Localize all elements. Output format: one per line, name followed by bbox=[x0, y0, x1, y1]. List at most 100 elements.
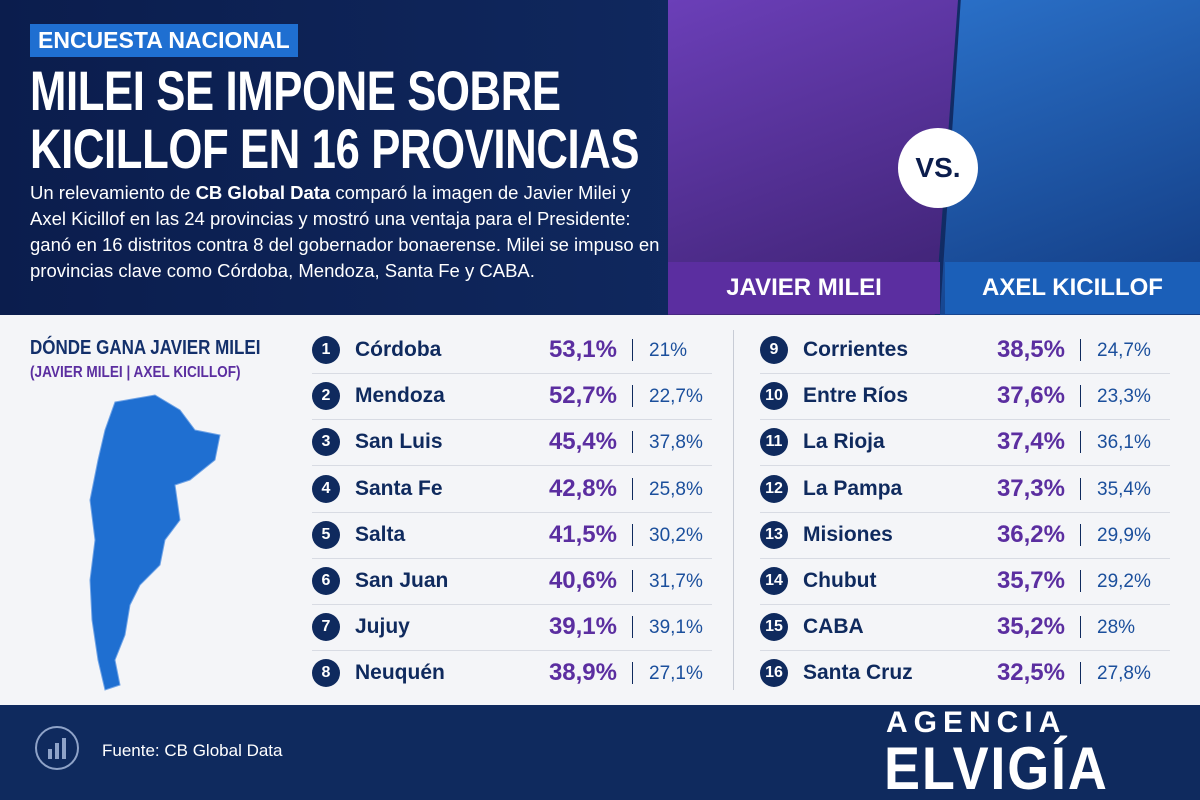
logo-bottom: ELVIGÍA bbox=[884, 735, 1109, 800]
value-divider bbox=[632, 385, 633, 408]
row-separator bbox=[312, 604, 712, 605]
province: Neuquén bbox=[355, 661, 445, 685]
rank: 8 bbox=[312, 659, 340, 688]
value-divider bbox=[1080, 662, 1081, 685]
value-divider bbox=[632, 431, 633, 454]
value-divider bbox=[632, 339, 633, 361]
row-separator bbox=[760, 557, 1170, 559]
milei-value: 41,5% bbox=[548, 520, 617, 548]
argentina-shape bbox=[89, 394, 221, 691]
kicillof-value: 35,4% bbox=[1097, 478, 1151, 500]
rank: 10 bbox=[760, 382, 788, 411]
province: La Rioja bbox=[803, 430, 885, 454]
milei-value: 36,2% bbox=[996, 520, 1065, 548]
province: Salta bbox=[355, 522, 406, 546]
rank: 4 bbox=[312, 474, 340, 503]
versus: VS. bbox=[898, 128, 978, 208]
row-separator bbox=[312, 373, 712, 374]
milei-value: 35,7% bbox=[996, 567, 1065, 594]
value-divider bbox=[1080, 616, 1081, 639]
map-subheading: (JAVIER MILEI | AXEL KICILLOF) bbox=[30, 364, 241, 381]
milei-value: 37,6% bbox=[996, 382, 1065, 410]
intro-text: Un relevamiento de bbox=[30, 182, 196, 203]
province: Santa Fe bbox=[355, 476, 443, 500]
value-divider bbox=[632, 523, 633, 546]
province: CABA bbox=[803, 615, 864, 639]
rank: 11 bbox=[760, 428, 788, 457]
kicillof-value: 29,9% bbox=[1097, 524, 1151, 546]
row-separator bbox=[312, 650, 712, 652]
milei-value: 53,1% bbox=[548, 336, 617, 363]
kicillof-value: 36,1% bbox=[1097, 432, 1151, 454]
value-divider bbox=[1080, 385, 1081, 408]
kicillof-value: 39,1% bbox=[649, 617, 703, 639]
row-separator bbox=[760, 650, 1170, 652]
rank: 15 bbox=[760, 613, 788, 642]
kicillof-value: 31,7% bbox=[649, 571, 703, 592]
kicillof-value: 23,3% bbox=[1097, 386, 1151, 408]
milei-value: 39,1% bbox=[548, 613, 617, 641]
right-name: AXEL KICILLOF bbox=[945, 262, 1200, 314]
rank: 1 bbox=[312, 336, 340, 364]
rank: 3 bbox=[312, 428, 340, 457]
title-line: MILEI SE IMPONE SOBRE bbox=[30, 59, 561, 122]
province: Corrientes bbox=[803, 338, 909, 361]
row-separator bbox=[760, 373, 1170, 374]
milei-value: 40,6% bbox=[548, 567, 617, 594]
rank: 6 bbox=[312, 567, 340, 595]
row-separator bbox=[760, 604, 1170, 605]
milei-value: 37,3% bbox=[996, 474, 1065, 502]
province: San Luis bbox=[355, 430, 443, 454]
kicillof-value: 25,8% bbox=[649, 478, 703, 500]
kicillof-value: 27,1% bbox=[649, 663, 703, 685]
chart-icon bbox=[35, 726, 79, 770]
province: Misiones bbox=[803, 522, 893, 546]
province: Córdoba bbox=[355, 338, 442, 361]
province: Santa Cruz bbox=[803, 661, 913, 685]
rank: 5 bbox=[312, 520, 340, 549]
row-separator bbox=[312, 557, 712, 559]
value-divider bbox=[1080, 523, 1081, 546]
kicillof-value: 37,8% bbox=[649, 432, 703, 454]
value-divider bbox=[632, 477, 633, 500]
kicillof-value: 29,2% bbox=[1097, 571, 1151, 592]
value-divider bbox=[632, 662, 633, 685]
left-name: JAVIER MILEI bbox=[668, 262, 940, 314]
value-divider bbox=[632, 570, 633, 592]
province: Chubut bbox=[803, 569, 877, 592]
kicillof-value: 21% bbox=[649, 340, 688, 361]
map-heading: DÓNDE GANA JAVIER MILEI bbox=[30, 337, 261, 359]
kicillof-value: 24,7% bbox=[1097, 340, 1151, 361]
row-separator bbox=[760, 419, 1170, 421]
rank: 13 bbox=[760, 520, 788, 549]
value-divider bbox=[1080, 570, 1081, 592]
milei-value: 38,9% bbox=[548, 659, 617, 687]
title-line: KICILLOF EN 16 PROVINCIAS bbox=[30, 117, 640, 180]
rank: 7 bbox=[312, 613, 340, 642]
row-separator bbox=[312, 511, 712, 513]
province: Mendoza bbox=[355, 384, 445, 408]
row-separator bbox=[312, 465, 712, 467]
row-separator bbox=[760, 465, 1170, 467]
province: La Pampa bbox=[803, 476, 903, 500]
value-divider bbox=[632, 616, 633, 639]
milei-value: 42,8% bbox=[548, 474, 617, 502]
source: Fuente: CB Global Data bbox=[102, 741, 283, 760]
kicillof-value: 28% bbox=[1097, 617, 1136, 639]
tag: ENCUESTA NACIONAL bbox=[30, 24, 298, 57]
rank: 16 bbox=[760, 659, 788, 688]
milei-value: 45,4% bbox=[548, 428, 617, 456]
map bbox=[89, 394, 221, 691]
row-separator bbox=[760, 511, 1170, 513]
row-separator bbox=[312, 419, 712, 421]
value-divider bbox=[1080, 431, 1081, 454]
milei-value: 38,5% bbox=[996, 336, 1065, 363]
milei-value: 37,4% bbox=[996, 428, 1065, 456]
logo-top: AGENCIA bbox=[886, 706, 1067, 739]
rank: 14 bbox=[760, 567, 788, 595]
milei-value: 35,2% bbox=[996, 613, 1065, 641]
value-divider bbox=[1080, 477, 1081, 500]
province: Entre Ríos bbox=[803, 384, 909, 408]
